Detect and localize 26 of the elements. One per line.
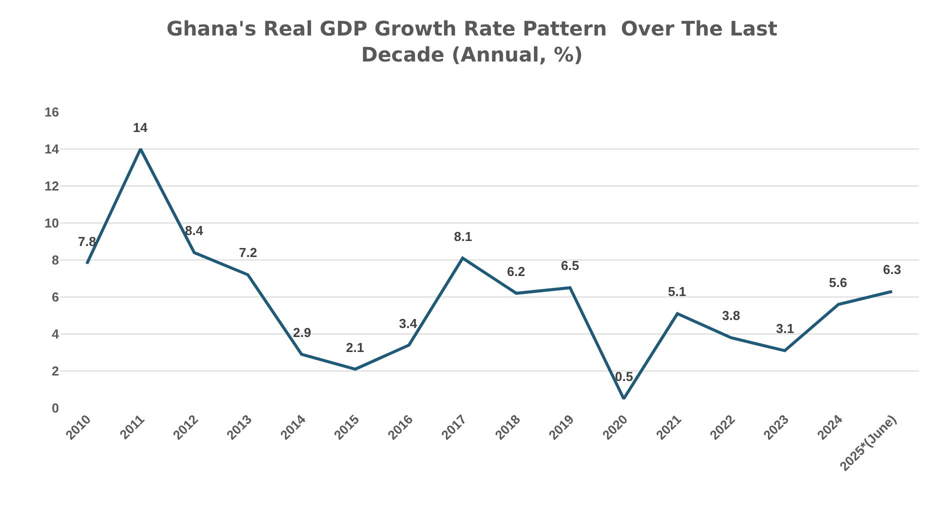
y-tick-label: 14 xyxy=(44,142,60,157)
data-label: 2.9 xyxy=(293,325,312,340)
data-label: 3.4 xyxy=(399,316,418,331)
data-label: 5.1 xyxy=(668,284,686,299)
data-label: 5.6 xyxy=(829,275,848,290)
data-label: 2.1 xyxy=(346,340,364,355)
data-label: 14 xyxy=(133,120,148,135)
data-label: 0.5 xyxy=(615,369,634,384)
data-label: 3.1 xyxy=(776,321,794,336)
data-label: 6.5 xyxy=(561,258,580,273)
y-tick-label: 4 xyxy=(52,326,60,342)
y-tick-label: 8 xyxy=(52,252,59,268)
data-label: 8.4 xyxy=(185,223,204,238)
data-label: 6.2 xyxy=(507,264,526,279)
y-tick-label: 12 xyxy=(44,178,59,194)
y-tick-label: 16 xyxy=(44,104,59,120)
y-tick-label: 6 xyxy=(52,290,59,305)
data-label: 8.1 xyxy=(454,229,472,244)
y-tick-label: 0 xyxy=(52,400,59,416)
data-label: 6.3 xyxy=(883,262,902,277)
data-label: 3.8 xyxy=(722,308,740,323)
y-tick-label: 2 xyxy=(52,364,59,379)
y-tick-label: 10 xyxy=(44,216,59,231)
data-label: 7.8 xyxy=(78,234,96,249)
chart-title: Ghana's Real GDP Growth Rate Pattern Over The Last Decade (Annual, %) xyxy=(166,16,778,67)
data-label: 7.2 xyxy=(239,245,258,260)
